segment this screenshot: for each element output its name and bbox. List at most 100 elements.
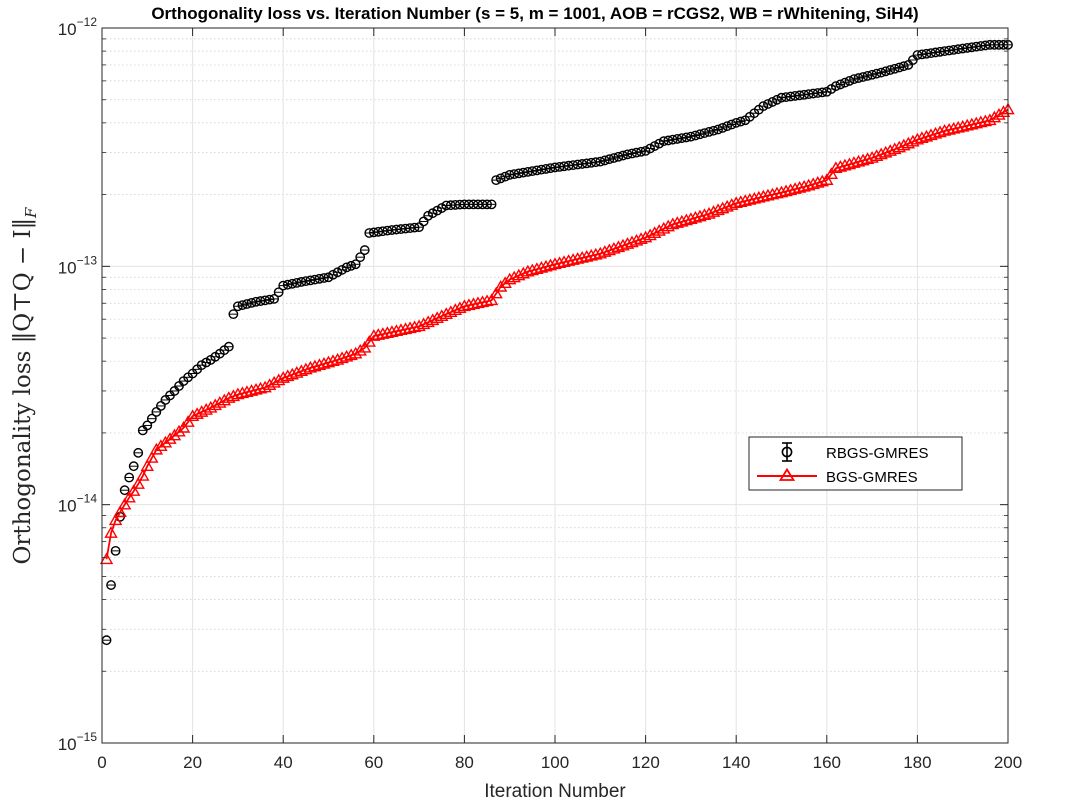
data-point [276, 371, 290, 383]
data-point [536, 164, 547, 175]
series-rbgs-gmres [101, 39, 1013, 646]
data-point [557, 255, 571, 267]
data-point [849, 74, 859, 85]
data-point [299, 362, 313, 375]
data-point [513, 168, 524, 179]
data-point [104, 526, 118, 538]
data-point [133, 447, 144, 458]
data-point [281, 369, 295, 382]
data-point [838, 158, 852, 171]
data-point [699, 128, 710, 138]
data-point [752, 190, 766, 203]
data-point [599, 155, 610, 166]
legend-circle-marker-icon [781, 446, 793, 458]
data-point [969, 116, 983, 129]
data-point [713, 124, 723, 135]
data-point [833, 160, 848, 172]
data-point [163, 432, 177, 444]
data-point [589, 247, 603, 260]
data-point [199, 402, 213, 415]
data-point [287, 278, 298, 289]
data-point [290, 366, 304, 378]
data-point [965, 117, 979, 130]
data-point [552, 256, 567, 269]
data-point [577, 159, 588, 169]
data-point [842, 157, 857, 170]
data-point [758, 101, 769, 112]
data-point [657, 221, 671, 234]
x-tick-labels: 0 20 40 60 80 100 120 140 160 180 200 [97, 753, 1022, 772]
data-point [948, 44, 959, 55]
data-point [500, 171, 511, 182]
data-point [883, 144, 897, 156]
data-point [776, 92, 787, 103]
data-point [726, 119, 737, 130]
data-point [394, 323, 408, 336]
data-point [489, 286, 503, 299]
data-point [106, 580, 116, 590]
data-point [149, 442, 164, 455]
data-point [792, 181, 807, 193]
data-point [244, 384, 259, 396]
data-point [550, 162, 560, 173]
data-point [867, 69, 877, 80]
data-point [951, 120, 965, 133]
data-point [580, 249, 594, 262]
data-point [185, 409, 200, 422]
data-point [607, 241, 621, 254]
data-point [382, 225, 393, 236]
data-point [484, 293, 499, 306]
data-point [608, 153, 619, 163]
data-point [317, 356, 331, 369]
data-point [871, 68, 882, 79]
data-point [734, 195, 748, 207]
data-point [629, 233, 644, 246]
data-point [548, 257, 562, 270]
data-point [817, 87, 828, 98]
x-tick-label: 120 [631, 753, 659, 772]
data-point [960, 118, 974, 131]
data-point [684, 212, 698, 224]
data-point [380, 326, 395, 338]
data-point [876, 67, 887, 78]
data-point [258, 380, 272, 393]
data-point [554, 161, 565, 172]
data-point [693, 209, 707, 222]
data-point [840, 77, 850, 88]
data-point [666, 217, 680, 230]
data-point [223, 341, 234, 352]
data-point [262, 378, 277, 390]
data-point [269, 294, 280, 304]
x-tick-label: 20 [183, 753, 202, 772]
data-point [966, 42, 977, 53]
legend-entry-bgs-gmres: BGS-GMRES [757, 467, 918, 486]
data-point [217, 393, 232, 406]
data-point [471, 296, 485, 309]
data-point [942, 122, 956, 135]
data-point [611, 240, 626, 253]
data-point [955, 119, 970, 132]
data-point [335, 351, 349, 364]
data-point [851, 154, 866, 167]
data-point [602, 243, 617, 256]
data-point [572, 159, 583, 170]
y-tick-label: 10−13 [58, 253, 98, 277]
data-point [117, 497, 132, 510]
data-point [658, 136, 669, 147]
data-point [113, 505, 127, 518]
data-point [321, 355, 336, 368]
data-point [924, 128, 938, 141]
data-point [830, 81, 841, 92]
data-point [305, 275, 316, 286]
data-point [781, 92, 791, 103]
data-point [444, 305, 458, 318]
data-point [815, 174, 829, 187]
data-point [974, 115, 988, 128]
data-point [803, 89, 814, 100]
legend-entry-rbgs-gmres: RBGS-GMRES [781, 442, 929, 462]
data-point [763, 99, 773, 109]
data-point [704, 127, 714, 137]
data-point [598, 245, 612, 257]
data-point [294, 364, 309, 377]
